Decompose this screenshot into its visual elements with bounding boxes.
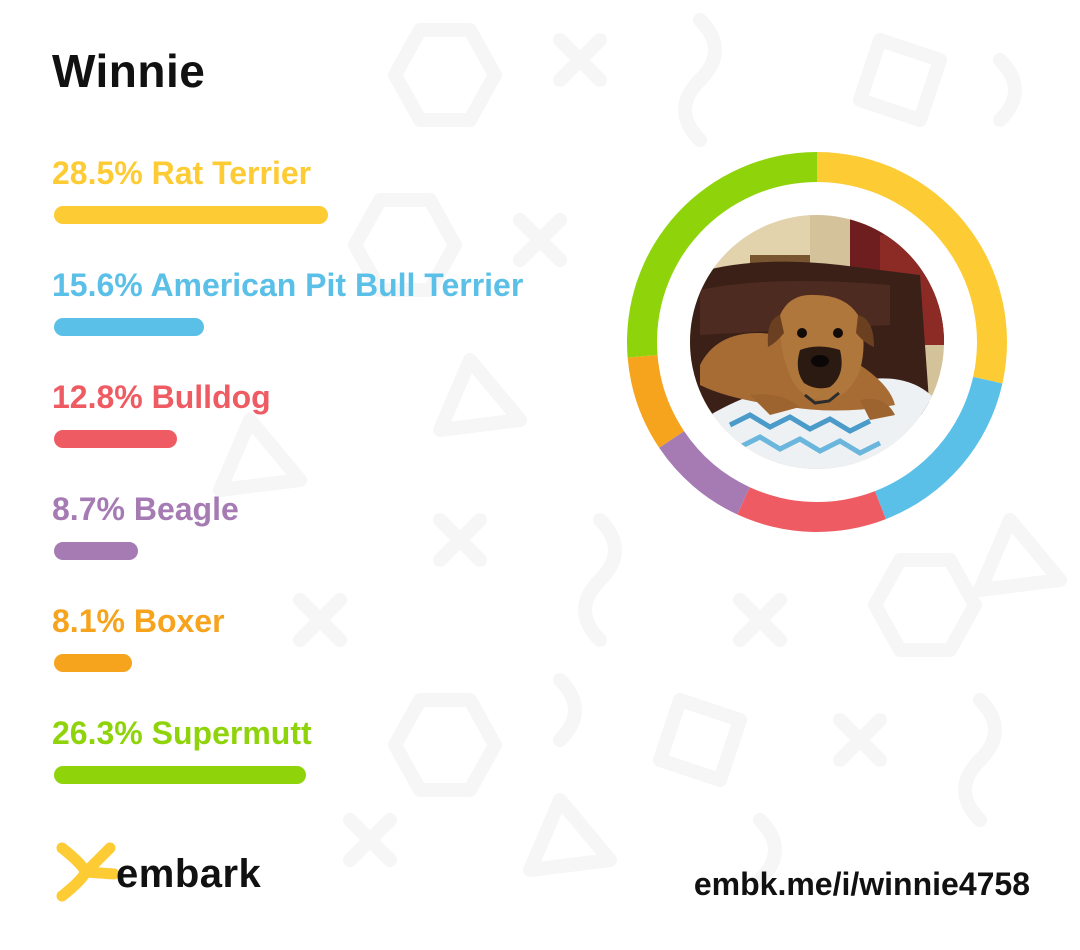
donut-segment — [627, 355, 685, 448]
donut-segment — [627, 152, 817, 358]
dog-photo — [690, 215, 944, 469]
breed-label: 26.3% Supermutt — [52, 715, 312, 751]
breed-item: 15.6% American Pit Bull Terrier — [52, 262, 612, 352]
donut-segment — [659, 431, 750, 515]
breed-bar — [54, 318, 204, 336]
breed-label: 28.5% Rat Terrier — [52, 155, 312, 191]
donut-segment — [874, 376, 1003, 520]
breed-item: 26.3% Supermutt — [52, 710, 612, 800]
breed-donut-chart — [626, 151, 1008, 533]
breed-label: 12.8% Bulldog — [52, 379, 271, 415]
dog-name-title: Winnie — [52, 45, 206, 97]
donut-segment — [737, 487, 886, 532]
breed-item: 8.1% Boxer — [52, 598, 612, 688]
breed-bar — [54, 206, 328, 224]
breed-item: 8.7% Beagle — [52, 486, 612, 576]
breed-item: 28.5% Rat Terrier — [52, 150, 612, 240]
breed-bar — [54, 766, 306, 784]
breed-label: 8.7% Beagle — [52, 491, 239, 527]
embark-logo-mark-icon — [56, 842, 120, 902]
breed-bar — [54, 654, 132, 672]
share-url[interactable]: embk.me/i/winnie4758 — [693, 866, 1030, 902]
breed-bar — [54, 542, 138, 560]
breed-item: 12.8% Bulldog — [52, 374, 612, 464]
embark-logo: embark — [52, 838, 312, 908]
breed-label: 8.1% Boxer — [52, 603, 225, 639]
donut-segment — [817, 152, 1007, 384]
breed-bar — [54, 430, 177, 448]
embark-logo-text: embark — [116, 852, 262, 896]
breed-label: 15.6% American Pit Bull Terrier — [52, 267, 524, 303]
